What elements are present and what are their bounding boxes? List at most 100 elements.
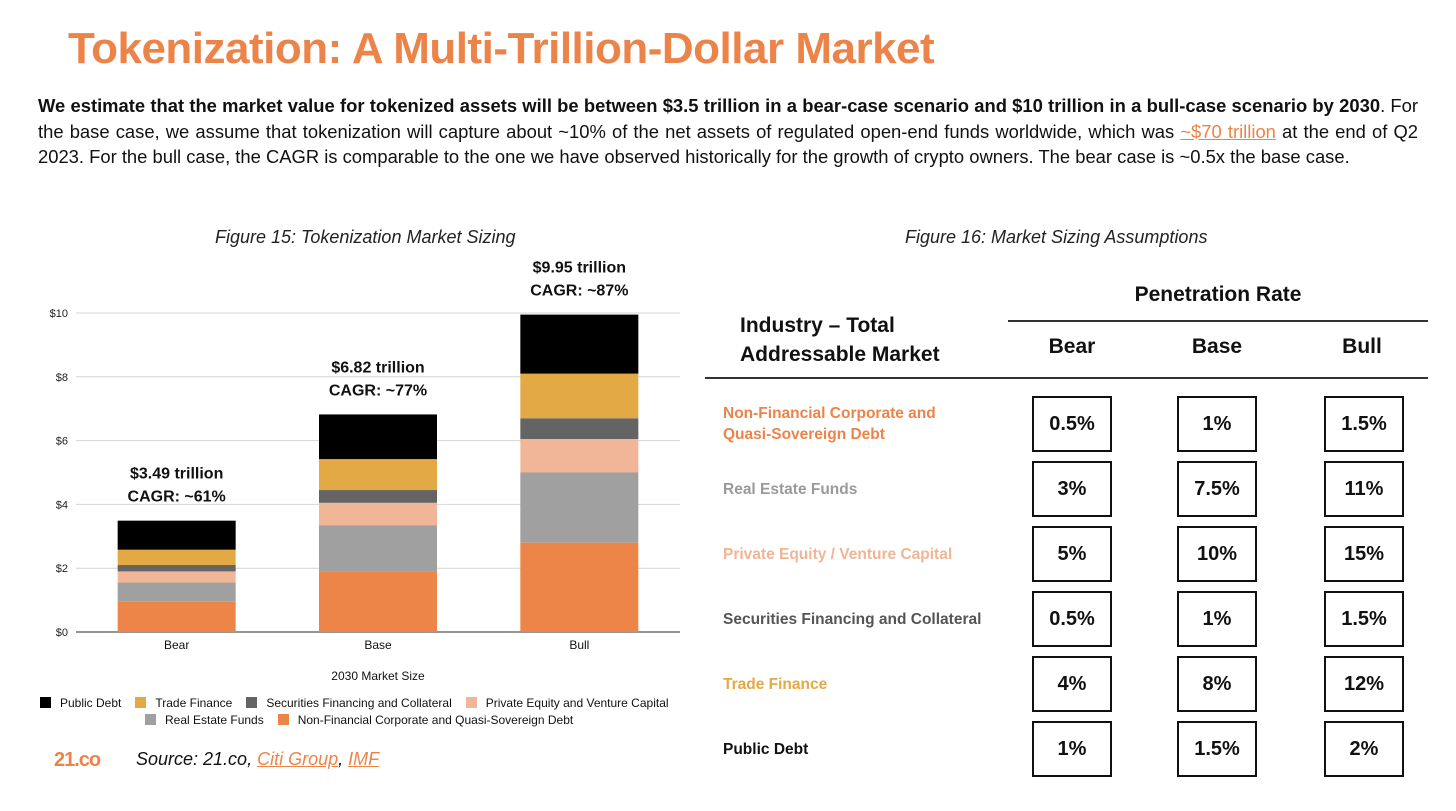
row-label: Public Debt	[723, 740, 809, 758]
rate-cell-bull: 2%	[1324, 721, 1404, 777]
rate-cell-bear: 4%	[1032, 656, 1112, 712]
rate-cell-bull: 1.5%	[1324, 591, 1404, 647]
legend-item: Real Estate Funds	[145, 713, 264, 727]
x-tick-label: Base	[364, 638, 392, 652]
intro-text-1: . For the base case, we assume that toke…	[38, 95, 1419, 142]
row-label: Private Equity / Venture Capital	[723, 545, 953, 563]
header-divider-bottom	[705, 377, 1428, 379]
y-tick-label: $6	[56, 436, 68, 448]
header-divider-top	[1008, 320, 1428, 322]
legend-swatch	[465, 697, 477, 708]
bar-segment	[319, 502, 437, 526]
rate-cell-bull: 11%	[1324, 461, 1404, 517]
bar-segment	[117, 601, 236, 632]
rate-cell-bull: 1.5%	[1324, 396, 1404, 452]
bar-total-label: $3.49 trillion	[130, 466, 223, 483]
row-label: Real Estate Funds	[723, 480, 858, 498]
industry-header-line-2: Addressable Market	[740, 343, 940, 366]
source-prefix: Source: 21.co,	[136, 749, 258, 769]
bar-segment	[117, 520, 236, 550]
penetration-rate-header: Penetration Rate	[1134, 283, 1302, 306]
x-tick-label: Bear	[164, 638, 189, 652]
market-sizing-chart: $0 $2 $4 $6 $8 $10 Bear $3.49 trillion CAGR: ~61…	[50, 260, 680, 683]
intro-paragraph: We estimate that the market value for to…	[38, 93, 1418, 170]
rate-cell-bear: 1%	[1032, 721, 1112, 777]
figure-16-caption: Figure 16: Market Sizing Assumptions	[905, 227, 1208, 247]
rate-cell-bear: 5%	[1032, 526, 1112, 582]
bar-segment	[319, 414, 437, 460]
bar-segment	[117, 565, 236, 572]
brand-logo: 21.co	[54, 749, 101, 771]
source-link-imf[interactable]: IMF	[348, 749, 380, 769]
y-tick-label: $2	[56, 563, 68, 575]
y-tick-label: $8	[56, 372, 68, 384]
page-title: Tokenization: A Multi-Trillion-Dollar Ma…	[68, 24, 935, 73]
bar-segment	[520, 542, 639, 632]
row-label: Non-Financial Corporate and Quasi-Sovere…	[723, 405, 936, 443]
col-head-bull: Bull	[1342, 335, 1382, 358]
y-tick-label: $10	[50, 308, 68, 320]
x-tick-label: Bull	[569, 638, 589, 652]
legend-item: Securities Financing and Collateral	[246, 695, 452, 710]
legend-label: Public Debt	[60, 695, 122, 710]
industry-header-line-1: Industry – Total	[740, 314, 895, 337]
rate-cell-bear: 3%	[1032, 461, 1112, 517]
rate-cell-bear: 0.5%	[1032, 396, 1112, 452]
col-head-bear: Bear	[1048, 335, 1096, 358]
bar-segment	[520, 439, 639, 473]
legend-item: Public Debt	[40, 696, 121, 710]
bar-total-label: $6.82 trillion	[331, 359, 424, 376]
rate-cell-base: 1%	[1177, 396, 1257, 452]
legend-swatch	[145, 714, 156, 725]
chart-legend: Public Debt Trade Finance Securities Finan…	[40, 694, 683, 728]
row-label: Securities Financing and Collateral	[723, 610, 982, 628]
bar-cagr-label: CAGR: ~77%	[329, 382, 427, 399]
legend-row-2: Real Estate Funds Non-Financial Corporate…	[40, 711, 683, 728]
source-separator: ,	[338, 749, 349, 769]
legend-label: Private Equity and Venture Capital	[485, 695, 669, 710]
rate-cell-base: 8%	[1177, 656, 1257, 712]
y-tick-label: $0	[56, 627, 68, 639]
rate-cell-bear: 0.5%	[1032, 591, 1112, 647]
figure-15-caption: Figure 15: Tokenization Market Sizing	[215, 227, 516, 247]
legend-swatch	[246, 697, 258, 708]
legend-label: Trade Finance	[155, 695, 233, 710]
legend-label: Real Estate Funds	[165, 712, 264, 727]
bar-segment	[520, 472, 639, 543]
legend-item: Private Equity and Venture Capital	[465, 695, 669, 710]
rate-cell-bull: 12%	[1324, 656, 1404, 712]
legend-swatch	[135, 697, 147, 708]
bar-segment	[117, 582, 236, 602]
legend-row-1: Public Debt Trade Finance Securities Finan…	[40, 694, 683, 711]
legend-label: Securities Financing and Collateral	[266, 695, 452, 710]
rate-cell-base: 10%	[1177, 526, 1257, 582]
col-head-base: Base	[1191, 335, 1243, 358]
rate-cell-bull: 15%	[1324, 526, 1404, 582]
bar-cagr-label: CAGR: ~87%	[530, 283, 628, 300]
bar-segment	[117, 549, 236, 566]
rate-cell-base: 1%	[1177, 591, 1257, 647]
bar-segment	[520, 314, 639, 374]
bar-total-label: $9.95 trillion	[533, 260, 626, 277]
legend-item: Non-Financial Corporate and Quasi-Sovere…	[277, 712, 574, 727]
bar-cagr-label: CAGR: ~61%	[128, 489, 226, 506]
bar-segment	[319, 459, 437, 491]
legend-swatch	[277, 714, 289, 725]
intro-text-2: at the end of Q2 2023. For the bull case…	[38, 120, 1418, 168]
legend-swatch	[40, 697, 51, 708]
bar-segment	[117, 571, 236, 583]
bar-segment	[319, 525, 437, 572]
source-link-citi[interactable]: Citi Group	[257, 749, 339, 769]
source-line: Source: 21.co, Citi Group, IMF	[136, 749, 379, 770]
bar-segment	[520, 373, 639, 419]
bar-segment	[520, 418, 639, 440]
legend-label: Non-Financial Corporate and Quasi-Sovere…	[297, 712, 574, 727]
bar-segment	[319, 571, 437, 632]
bar-segment	[319, 490, 437, 503]
row-label: Trade Finance	[723, 675, 828, 693]
intro-link[interactable]: ~$70 trillion	[1180, 120, 1276, 142]
y-tick-label: $4	[56, 499, 68, 511]
intro-bold: We estimate that the market value for to…	[38, 95, 1381, 116]
legend-item: Trade Finance	[135, 696, 232, 710]
industry-header: Industry – Total Addressable Market	[740, 311, 940, 369]
